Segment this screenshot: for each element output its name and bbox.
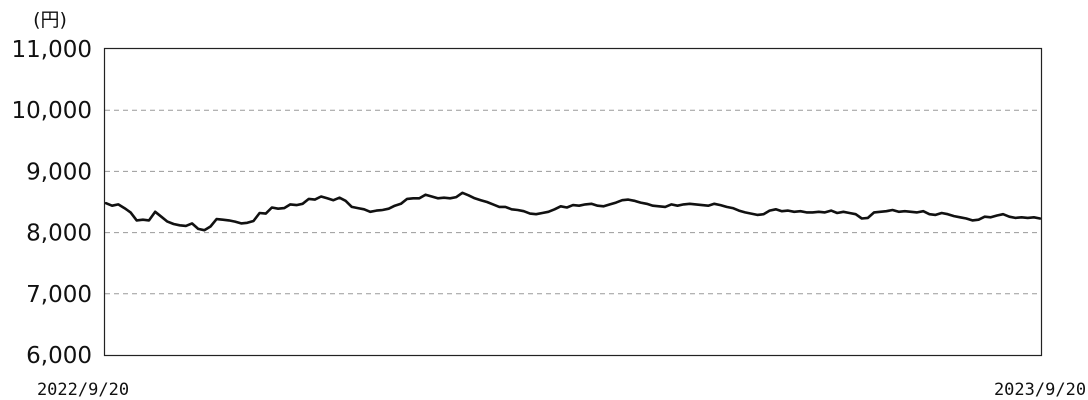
- x-axis-end-label: 2023/9/20: [994, 380, 1086, 400]
- grid-lines: [105, 109, 1041, 295]
- plot-area-frame: [103, 47, 1043, 357]
- y-tick-label-10000: 10,000: [12, 98, 92, 124]
- y-tick-label-6000: 6,000: [26, 343, 92, 369]
- y-tick-label-11000: 11,000: [12, 37, 92, 63]
- series-line-price: [104, 191, 1042, 232]
- y-axis-unit-label: (円): [33, 9, 67, 31]
- y-tick-label-8000: 8,000: [26, 221, 92, 247]
- y-tick-label-7000: 7,000: [26, 282, 92, 308]
- y-axis-tick-labels: 6,000 7,000 8,000 9,000 10,000 11,000: [12, 37, 92, 369]
- y-tick-label-9000: 9,000: [26, 159, 92, 185]
- x-axis-start-label: 2022/9/20: [37, 380, 129, 400]
